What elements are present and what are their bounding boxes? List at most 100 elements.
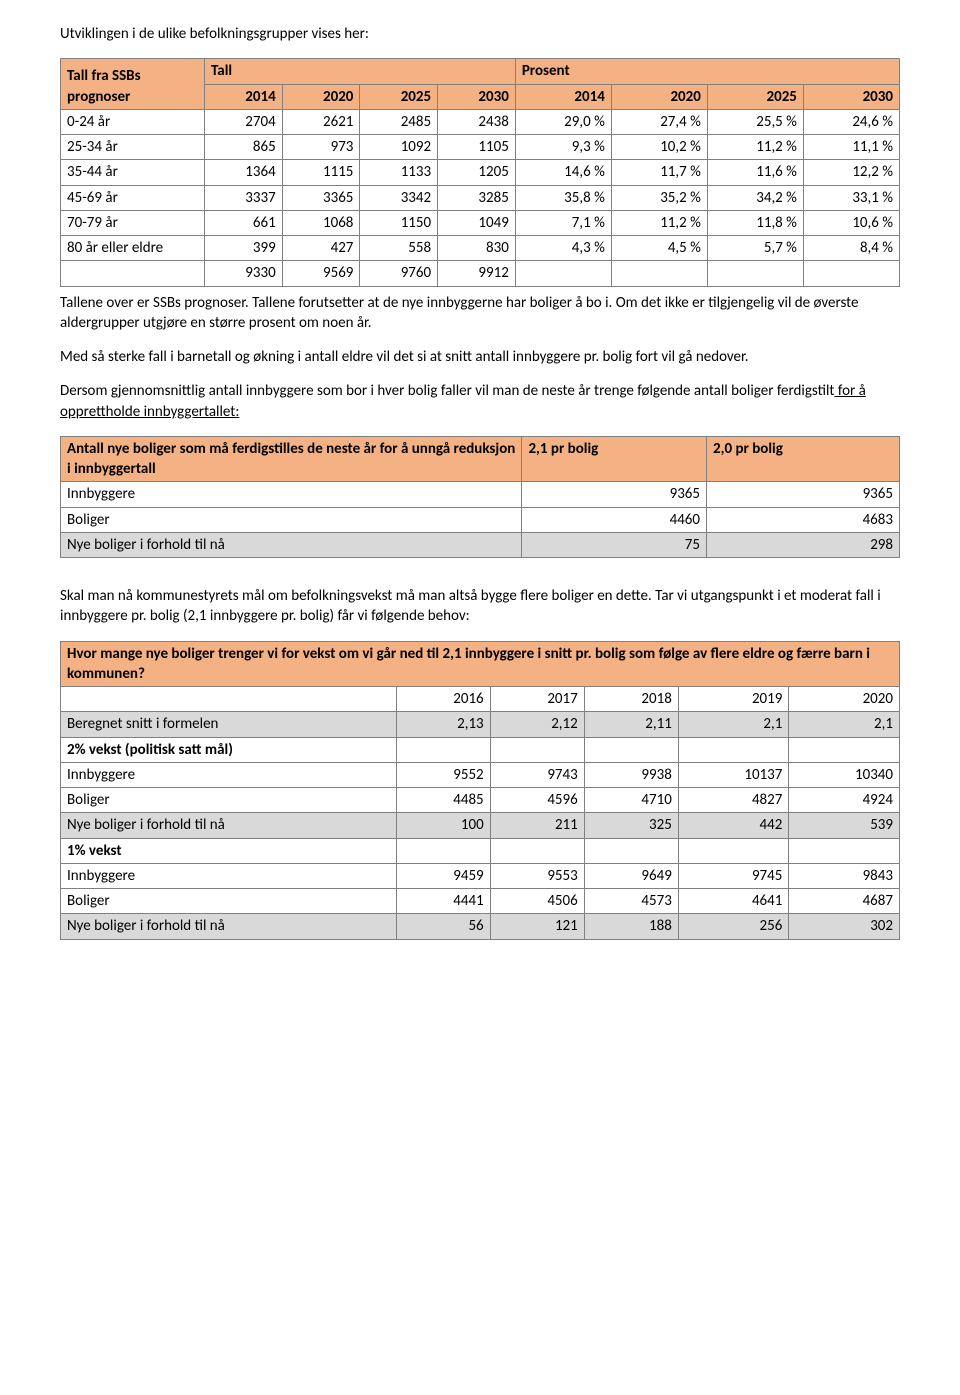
- cell: 4641: [678, 889, 789, 914]
- cell: 2,12: [490, 712, 584, 737]
- table-row: Innbyggere93659365: [61, 482, 900, 507]
- cell: 2704: [205, 109, 283, 134]
- cell: 9365: [522, 482, 707, 507]
- row-label: Nye boliger i forhold til nå: [61, 914, 397, 939]
- cell: 298: [707, 532, 900, 557]
- table-row: Beregnet snitt i formelen2,132,122,11 2,1…: [61, 712, 900, 737]
- cell: 1092: [360, 135, 438, 160]
- cell: 3342: [360, 185, 438, 210]
- cell: 4506: [490, 889, 584, 914]
- t1-year: 2030: [803, 84, 899, 109]
- row-label: Innbyggere: [61, 863, 397, 888]
- cell: [678, 838, 789, 863]
- table-row: 35-44 år136411151133120514,6 %11,7 %11,6…: [61, 160, 900, 185]
- cell: 9743: [490, 762, 584, 787]
- cell: [803, 261, 899, 286]
- table-row: Boliger44854596471048274924: [61, 788, 900, 813]
- table-row: Nye boliger i forhold til nå75298: [61, 532, 900, 557]
- cell: 2,13: [396, 712, 490, 737]
- cell: 4687: [789, 889, 900, 914]
- table-row: 70-79 år6611068115010497,1 %11,2 %11,8 %…: [61, 210, 900, 235]
- cell: 9912: [438, 261, 516, 286]
- cell: [396, 838, 490, 863]
- cell: 4,3 %: [515, 236, 611, 261]
- cell: 442: [678, 813, 789, 838]
- cell: 14,6 %: [515, 160, 611, 185]
- cell: 10,2 %: [611, 135, 707, 160]
- cell: 29,0 %: [515, 109, 611, 134]
- table-row: 45-69 år333733653342328535,8 %35,2 %34,2…: [61, 185, 900, 210]
- row-label: 80 år eller eldre: [61, 236, 205, 261]
- table-row: 80 år eller eldre3994275588304,3 %4,5 %5…: [61, 236, 900, 261]
- cell: 10137: [678, 762, 789, 787]
- cell: 3285: [438, 185, 516, 210]
- cell: 9,3 %: [515, 135, 611, 160]
- cell: 3337: [205, 185, 283, 210]
- row-label: Boliger: [61, 788, 397, 813]
- cell: 121: [490, 914, 584, 939]
- row-label: Innbyggere: [61, 762, 397, 787]
- t1-year: 2020: [282, 84, 360, 109]
- cell: 427: [282, 236, 360, 261]
- cell: 7,1 %: [515, 210, 611, 235]
- cell: 9330: [205, 261, 283, 286]
- t3-year: 2020: [789, 687, 900, 712]
- cell: 11,1 %: [803, 135, 899, 160]
- cell: 100: [396, 813, 490, 838]
- cell: [789, 737, 900, 762]
- cell: 830: [438, 236, 516, 261]
- cell: 1133: [360, 160, 438, 185]
- cell: 11,6 %: [707, 160, 803, 185]
- cell: 661: [205, 210, 283, 235]
- cell: 1049: [438, 210, 516, 235]
- cell: 10,6 %: [803, 210, 899, 235]
- cell: 75: [522, 532, 707, 557]
- t1-year: 2025: [707, 84, 803, 109]
- t2-h1: Antall nye boliger som må ferdigstilles …: [61, 436, 522, 482]
- t1-year: 2025: [360, 84, 438, 109]
- cell: 399: [205, 236, 283, 261]
- cell: 9553: [490, 863, 584, 888]
- cell: 2,1: [789, 712, 900, 737]
- row-label: Boliger: [61, 889, 397, 914]
- paragraph-4: Skal man nå kommunestyrets mål om befolk…: [60, 586, 900, 627]
- cell: 211: [490, 813, 584, 838]
- t1-h1a: Tall fra SSBs prognoser: [61, 59, 205, 110]
- t3-year: 2019: [678, 687, 789, 712]
- table-row: 25-34 år865973109211059,3 %10,2 %11,2 %1…: [61, 135, 900, 160]
- cell: 11,2 %: [611, 210, 707, 235]
- cell: 4683: [707, 507, 900, 532]
- t1-h1c: Prosent: [515, 59, 899, 84]
- cell: [490, 838, 584, 863]
- t1-year: 2014: [205, 84, 283, 109]
- row-label: [61, 261, 205, 286]
- cell: 2438: [438, 109, 516, 134]
- table-row: 9330956997609912: [61, 261, 900, 286]
- cell: 256: [678, 914, 789, 939]
- cell: 33,1 %: [803, 185, 899, 210]
- row-label: 35-44 år: [61, 160, 205, 185]
- cell: 973: [282, 135, 360, 160]
- row-label: Beregnet snitt i formelen: [61, 712, 397, 737]
- cell: 3365: [282, 185, 360, 210]
- cell: 9649: [584, 863, 678, 888]
- cell: 11,7 %: [611, 160, 707, 185]
- paragraph-2: Med så sterke fall i barnetall og økning…: [60, 347, 900, 367]
- cell: 1105: [438, 135, 516, 160]
- cell: 4441: [396, 889, 490, 914]
- cell: 4710: [584, 788, 678, 813]
- t3-title: Hvor mange nye boliger trenger vi for ve…: [61, 641, 900, 687]
- cell: 4827: [678, 788, 789, 813]
- cell: 5,7 %: [707, 236, 803, 261]
- cell: 25,5 %: [707, 109, 803, 134]
- table-row: Nye boliger i forhold til nå561211882563…: [61, 914, 900, 939]
- cell: 4573: [584, 889, 678, 914]
- cell: 2,11: [584, 712, 678, 737]
- t2-h3: 2,0 pr bolig: [707, 436, 900, 482]
- cell: 4924: [789, 788, 900, 813]
- cell: 539: [789, 813, 900, 838]
- cell: 1068: [282, 210, 360, 235]
- table-row: Boliger44604683: [61, 507, 900, 532]
- row-label: Boliger: [61, 507, 522, 532]
- cell: [396, 737, 490, 762]
